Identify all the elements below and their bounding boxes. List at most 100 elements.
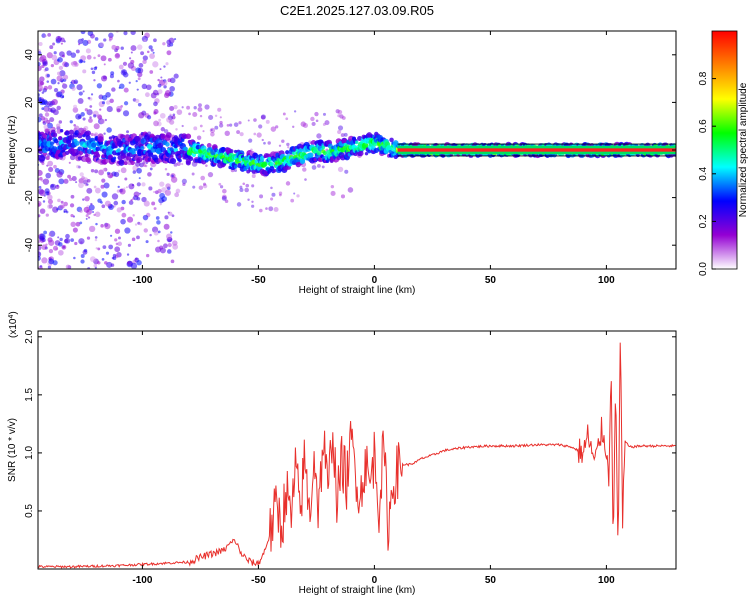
spectrogram-cell — [122, 154, 127, 159]
spectrogram-cell — [245, 183, 250, 188]
spectrogram-cell — [65, 233, 70, 239]
spectrogram-cell — [363, 145, 367, 149]
spectrogram-cell — [58, 249, 64, 256]
spectrogram-cell — [75, 49, 80, 54]
spectrogram-cell — [116, 108, 121, 113]
spectrogram-cell — [75, 113, 82, 120]
spectrogram-cell — [112, 156, 117, 160]
spectrogram-cell — [178, 158, 182, 163]
spectrogram-cell — [39, 264, 43, 268]
spectrogram-cell — [143, 200, 150, 207]
spectrogram-cell — [94, 238, 98, 242]
spectrogram-cell — [55, 35, 62, 43]
spectrogram-cell — [222, 188, 227, 194]
spectrogram-cell — [157, 230, 161, 234]
spectrogram-cell — [343, 132, 348, 137]
spectrogram-cell — [173, 162, 178, 167]
spectrogram-cell — [298, 147, 304, 153]
spectrogram-cell — [104, 200, 111, 207]
spectrogram-cell — [47, 204, 53, 210]
spectrogram-cell — [299, 158, 306, 165]
spectrogram-cell — [48, 166, 54, 172]
spectrogram-cell — [117, 152, 121, 156]
spectrogram-cell — [38, 62, 41, 66]
spectrogram-cell — [162, 80, 168, 86]
spectrogram-cell — [116, 189, 120, 193]
spectrogram-cell — [263, 141, 266, 145]
snr-y-label: SNR (10 * v/v) — [7, 418, 18, 482]
spectrogram-cell — [73, 79, 79, 85]
spectrogram-cell — [181, 138, 185, 143]
spectrogram-cell — [142, 163, 146, 167]
spectrogram-cell — [220, 146, 226, 152]
spectrogram-cell — [304, 178, 307, 181]
spectrogram-cell — [145, 240, 149, 244]
spectrogram-cell — [302, 167, 307, 172]
spectrogram-cell — [133, 191, 140, 198]
spectrogram-cell — [83, 60, 86, 63]
spectrogram-cell — [75, 221, 81, 227]
spectrogram-cell — [166, 50, 172, 56]
spectrogram-cell — [123, 87, 129, 93]
spectrogram-cell — [239, 185, 243, 189]
spectrogram-cell — [105, 100, 111, 105]
spectrogram-cell — [314, 111, 319, 117]
spectrogram-cell — [364, 151, 369, 156]
spectrogram-cell — [58, 242, 63, 247]
spectrogram-cell — [296, 194, 300, 198]
spectrogram-cell — [160, 127, 165, 132]
spectrogram-cell — [191, 172, 195, 176]
spectrogram-cell — [60, 200, 64, 204]
spectrogram-cell — [157, 78, 160, 82]
spectrogram-cell — [94, 169, 99, 174]
snr-x-tick-label: -50 — [251, 575, 266, 586]
spectrogram-y-tick-label: 0 — [24, 147, 35, 153]
spectrogram-cell — [118, 159, 125, 166]
spectrogram-cell — [202, 130, 205, 133]
spectrogram-cell — [141, 196, 147, 203]
spectrogram-cell — [62, 82, 65, 86]
spectrogram-cell — [119, 188, 124, 193]
spectrogram-cell — [291, 150, 297, 156]
spectrogram-cell — [82, 39, 89, 46]
spectrogram-cell — [153, 109, 159, 115]
spectrogram-cell — [115, 242, 119, 246]
spectrogram-cell — [130, 51, 133, 54]
spectrogram-cell — [137, 77, 141, 81]
spectrogram-cell — [181, 124, 184, 128]
spectrogram-cell — [90, 169, 95, 173]
spectrogram-cell — [202, 183, 208, 189]
spectrogram-cell — [90, 93, 94, 96]
spectrogram-cell — [311, 165, 317, 170]
spectrogram-cell — [123, 31, 128, 36]
spectrogram-cell — [109, 74, 114, 79]
spectrogram-cell — [89, 256, 96, 263]
spectrogram-cell — [95, 153, 101, 158]
spectrogram-cell — [114, 238, 118, 242]
spectrogram-cell — [45, 155, 50, 161]
snr-frame — [37, 330, 677, 570]
spectrogram-cell — [38, 240, 41, 244]
spectrogram-cell — [84, 108, 88, 112]
spectrogram-cell — [121, 212, 127, 218]
spectrogram-cell — [41, 107, 45, 111]
spectrogram-cell — [108, 32, 114, 39]
spectrogram-cell — [321, 165, 325, 169]
spectrogram-cell — [101, 101, 106, 105]
spectrogram-cell — [108, 244, 114, 250]
spectrogram-cell — [100, 119, 105, 124]
spectrogram-cell — [118, 64, 124, 70]
spectrogram-cell — [86, 236, 91, 240]
spectrogram-cell — [46, 122, 53, 129]
spectrogram-cell — [138, 62, 144, 68]
spectrogram-cell — [355, 140, 359, 145]
spectrogram-cell — [47, 199, 53, 205]
spectrogram-cell — [171, 174, 174, 178]
spectrogram-cell — [148, 152, 154, 158]
spectrogram-cell — [94, 37, 99, 41]
spectrogram-cell — [141, 182, 146, 187]
spectrogram-cell — [68, 161, 71, 164]
spectrogram-cell — [226, 123, 230, 127]
spectrogram-cell — [224, 130, 230, 136]
spectrogram-cell — [57, 58, 60, 62]
